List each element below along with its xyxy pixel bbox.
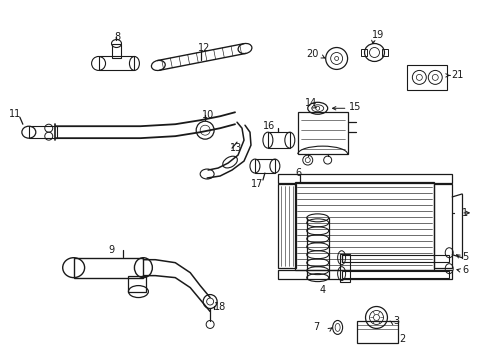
Bar bbox=[267, 132, 289, 148]
Text: 15: 15 bbox=[348, 102, 360, 112]
Bar bbox=[341, 255, 448, 262]
Text: 14: 14 bbox=[304, 98, 316, 108]
Bar bbox=[433, 184, 451, 268]
Text: 5: 5 bbox=[461, 252, 468, 262]
Text: 4: 4 bbox=[319, 284, 325, 294]
Bar bbox=[254, 159, 274, 173]
Text: 13: 13 bbox=[229, 143, 242, 153]
Bar bbox=[277, 184, 295, 268]
Bar bbox=[341, 271, 448, 278]
Bar bbox=[339, 254, 349, 282]
Text: 7: 7 bbox=[312, 323, 318, 332]
Bar bbox=[297, 112, 347, 154]
Bar bbox=[128, 276, 146, 292]
Bar bbox=[111, 44, 121, 58]
Text: 9: 9 bbox=[108, 245, 114, 255]
Bar bbox=[277, 270, 451, 279]
Text: 11: 11 bbox=[9, 109, 21, 119]
Text: 20: 20 bbox=[305, 49, 318, 59]
Text: 12: 12 bbox=[198, 42, 210, 53]
Bar bbox=[356, 321, 398, 343]
Text: 3: 3 bbox=[393, 316, 399, 327]
Bar bbox=[360, 49, 366, 57]
Text: 19: 19 bbox=[371, 30, 383, 40]
Bar bbox=[382, 49, 387, 57]
Text: 2: 2 bbox=[399, 334, 405, 345]
Text: 10: 10 bbox=[202, 110, 214, 120]
Bar bbox=[294, 182, 433, 270]
Bar bbox=[99, 57, 134, 71]
Text: 1: 1 bbox=[461, 208, 468, 218]
Bar bbox=[277, 174, 451, 183]
Text: 17: 17 bbox=[250, 179, 263, 189]
Text: 6: 6 bbox=[295, 168, 301, 178]
Bar bbox=[29, 126, 57, 138]
Bar bbox=[407, 66, 447, 90]
Text: 6: 6 bbox=[461, 265, 468, 275]
Text: 8: 8 bbox=[114, 32, 121, 41]
Text: 18: 18 bbox=[214, 302, 226, 311]
Bar bbox=[74, 258, 143, 278]
Text: 21: 21 bbox=[450, 71, 463, 80]
Text: 16: 16 bbox=[263, 121, 275, 131]
